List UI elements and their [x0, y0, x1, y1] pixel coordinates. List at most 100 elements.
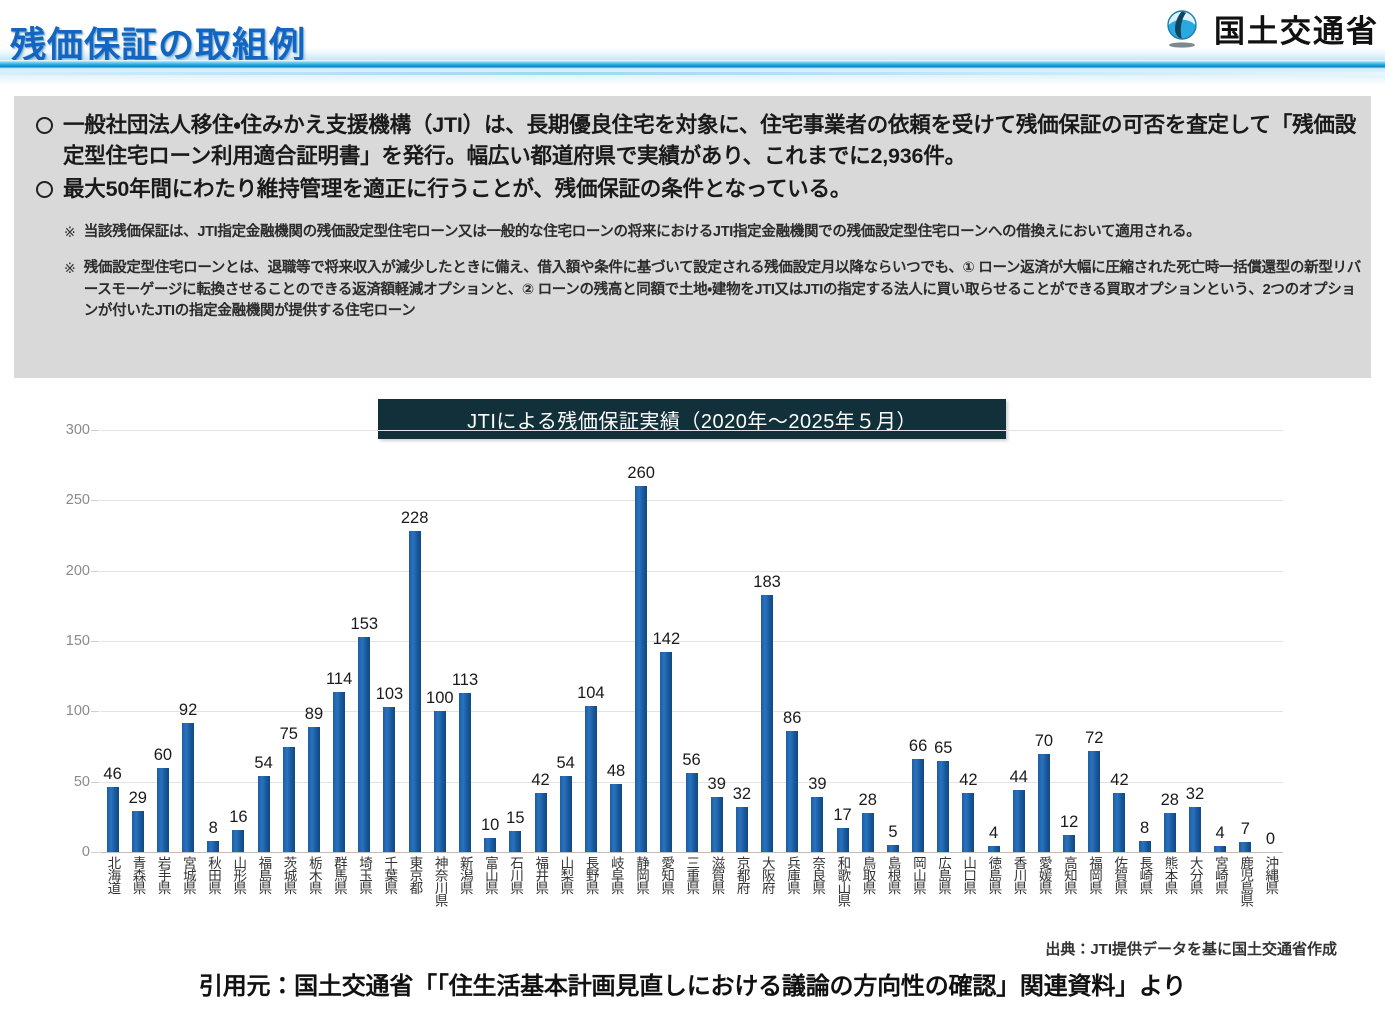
bar-slot: 114 — [326, 430, 352, 852]
bar: 142 — [653, 630, 680, 852]
bar: 104 — [577, 684, 605, 852]
x-axis-label: 福岡県 — [1082, 856, 1107, 906]
x-axis-label-text: 大阪府 — [759, 856, 775, 894]
y-tick-label-300: 300 — [65, 422, 90, 438]
bar: 100 — [426, 689, 454, 852]
bar: 10 — [481, 816, 499, 852]
gridline-150 — [100, 641, 1283, 642]
x-axis-label: 徳島県 — [981, 856, 1006, 906]
bullet-item-2: 最大50年間にわたり維持管理を適正に行うことが、残価保証の条件となっている。 — [36, 174, 1356, 205]
x-axis-label: 神奈川県 — [427, 856, 452, 906]
bar-slot: 32 — [1182, 430, 1207, 852]
bar-value-label: 8 — [1140, 818, 1150, 837]
bar: 28 — [1161, 791, 1179, 852]
x-axis-label-text: 滋賀県 — [709, 856, 725, 894]
y-tick-mark-200 — [91, 570, 99, 572]
chart-plot-area: 0 50 100 150 200 250 300 46 29 60 92 8 16 54 75 89 114 1… — [66, 422, 1283, 860]
x-axis-label-text: 北海道 — [105, 856, 121, 894]
bar-slot: 8 — [201, 430, 226, 852]
bullet-text-2: 最大50年間にわたり維持管理を適正に行うことが、残価保証の条件となっている。 — [63, 177, 852, 201]
circle-bullet-icon — [36, 117, 53, 134]
bar-value-label: 65 — [934, 738, 953, 757]
x-axis-label: 高知県 — [1057, 856, 1082, 906]
x-axis-label-text: 宮城県 — [180, 856, 196, 894]
bar-value-label: 54 — [254, 754, 273, 773]
bar: 8 — [1138, 819, 1151, 852]
bar-value-label: 75 — [279, 724, 298, 743]
x-axis-label: 山梨県 — [553, 856, 578, 906]
bar-slot: 16 — [226, 430, 251, 852]
footnote-list: ※ 当該残価保証は、JTI指定金融機関の残価設定型住宅ローン又は一般的な住宅ロー… — [64, 222, 1364, 337]
gridline-0 — [100, 852, 1283, 853]
bar-slot: 7 — [1233, 430, 1258, 852]
bar: 8 — [207, 819, 220, 852]
bar: 70 — [1035, 732, 1053, 852]
bar: 89 — [305, 705, 323, 852]
x-axis-label: 福島県 — [251, 856, 276, 906]
bar-value-label: 0 — [1265, 830, 1276, 848]
y-tick-mark-50 — [91, 781, 99, 783]
bar-value-label: 92 — [178, 700, 198, 719]
bar-value-label: 32 — [732, 785, 752, 803]
x-axis-label-text: 山梨県 — [558, 856, 574, 894]
bar-value-label: 89 — [304, 704, 324, 723]
x-axis-label: 大分県 — [1182, 856, 1207, 906]
bar-slot: 4 — [981, 430, 1006, 852]
bar: 114 — [326, 670, 352, 852]
x-axis-label-text: 宮崎県 — [1212, 856, 1228, 894]
bar: 17 — [833, 806, 852, 852]
x-axis-label: 広島県 — [931, 856, 956, 906]
bar: 44 — [1010, 768, 1028, 852]
x-axis-label: 愛知県 — [654, 856, 679, 906]
bar-slot: 48 — [603, 430, 628, 852]
bar-value-label: 44 — [1009, 768, 1028, 787]
bar: 56 — [682, 751, 701, 852]
x-axis-label: 茨城県 — [276, 856, 301, 906]
x-axis-label: 香川県 — [1006, 856, 1031, 906]
bar-value-label: 153 — [350, 614, 379, 633]
bar-value-label: 142 — [652, 630, 681, 649]
x-axis-label-text: 熊本県 — [1162, 856, 1178, 894]
y-tick-mark-250 — [91, 500, 99, 502]
bar: 103 — [376, 685, 403, 852]
bar-value-label: 32 — [1185, 785, 1205, 803]
bar: 42 — [959, 771, 978, 852]
x-axis-label: 兵庫県 — [780, 856, 805, 906]
bar-value-label: 56 — [682, 751, 701, 770]
chart-source-note: 出典：JTI提供データを基に国土交通省作成 — [1045, 941, 1337, 958]
bar-slot: 10 — [478, 430, 503, 852]
y-tick-label-150: 150 — [65, 633, 90, 649]
bar-slot: 103 — [376, 430, 403, 852]
x-axis-label-text: 新潟県 — [457, 856, 473, 894]
x-axis-label: 沖縄県 — [1258, 856, 1283, 906]
x-axis-label-text: 島根県 — [885, 856, 901, 894]
x-axis-label-text: 長崎県 — [1137, 856, 1153, 894]
bar-slot: 66 — [906, 430, 931, 852]
x-axis-label: 富山県 — [478, 856, 503, 906]
x-axis-label: 北海道 — [100, 856, 125, 906]
y-tick-label-100: 100 — [65, 703, 90, 720]
bar-slot: 44 — [1006, 430, 1031, 852]
bar-slot: 0 — [1258, 430, 1283, 852]
bar: 42 — [1110, 771, 1129, 852]
x-axis-label: 新潟県 — [452, 856, 477, 906]
y-tick-label-0: 0 — [81, 844, 90, 860]
x-axis-label-text: 高知県 — [1061, 856, 1077, 894]
bar-value-label: 29 — [128, 789, 147, 808]
x-axis-label-text: 岡山県 — [910, 856, 926, 894]
x-axis-label-text: 広島県 — [936, 856, 951, 894]
x-axis-label-text: 石川県 — [508, 856, 524, 894]
x-axis-label-text: 福岡県 — [1087, 856, 1103, 894]
bar-slot: 12 — [1057, 430, 1082, 852]
x-axis-label: 山口県 — [956, 856, 981, 906]
bar-slot: 54 — [251, 430, 276, 852]
bar-value-label: 183 — [753, 572, 781, 591]
x-axis-label-text: 埼玉県 — [357, 856, 373, 894]
x-axis-label: 群馬県 — [327, 856, 352, 906]
x-axis-label-text: 佐賀県 — [1112, 856, 1128, 894]
x-axis-label-text: 栃木県 — [306, 856, 322, 894]
x-axis-label-text: 兵庫県 — [784, 856, 800, 894]
x-axis-label: 秋田県 — [201, 856, 226, 906]
bar-value-label: 7 — [1240, 820, 1250, 839]
bar-slot: 89 — [301, 430, 326, 852]
